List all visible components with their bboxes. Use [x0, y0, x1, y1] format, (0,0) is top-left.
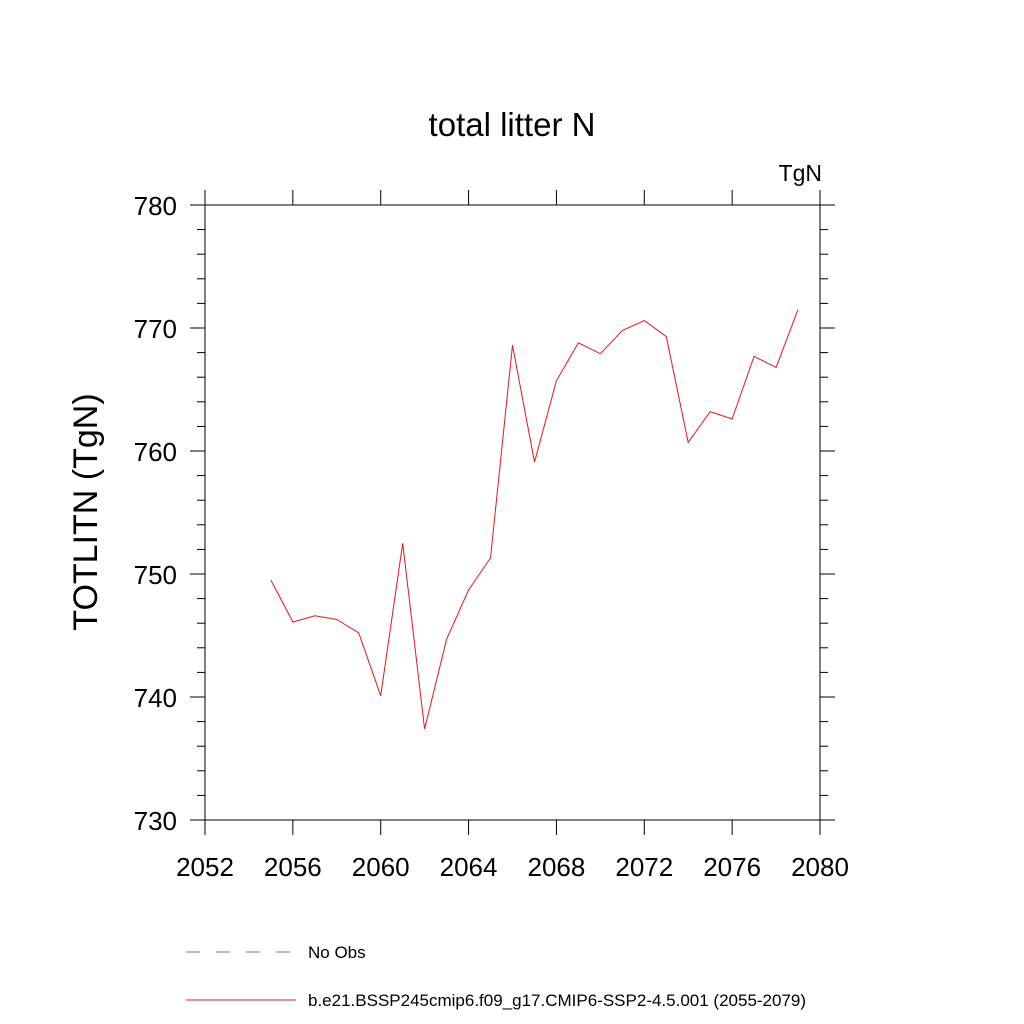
x-tick-label: 2056	[264, 852, 322, 882]
y-axis: 730 740 750 760 770 780	[134, 191, 835, 836]
x-tick-label: 2076	[703, 852, 761, 882]
plot-frame	[204, 204, 821, 821]
x-tick-label: 2068	[528, 852, 586, 882]
x-tick-label: 2080	[791, 852, 849, 882]
x-tick-label: 2052	[176, 852, 234, 882]
y-tick-label: 760	[134, 437, 177, 467]
chart-title: total litter N	[429, 106, 596, 143]
y-tick-label: 750	[134, 560, 177, 590]
units-label: TgN	[779, 160, 822, 186]
legend: No Obs b.e21.BSSP245cmip6.f09_g17.CMIP6-…	[186, 943, 806, 1010]
y-tick-label: 770	[134, 314, 177, 344]
series-line-0	[270, 309, 799, 730]
x-tick-label: 2064	[440, 852, 498, 882]
y-axis-label: TOTLITN (TgN)	[67, 393, 105, 630]
y-tick-label: 740	[134, 683, 177, 713]
x-tick-label: 2072	[615, 852, 673, 882]
x-tick-label: 2060	[352, 852, 410, 882]
y-tick-label: 780	[134, 191, 177, 221]
y-tick-label: 730	[134, 806, 177, 836]
legend-label-model: b.e21.BSSP245cmip6.f09_g17.CMIP6-SSP2-4.…	[308, 991, 806, 1010]
x-axis: 2052 2056 2060 2064 2068 2072 2076 2080	[176, 190, 849, 882]
legend-label-no-obs: No Obs	[308, 943, 366, 962]
series-layer	[270, 309, 799, 730]
